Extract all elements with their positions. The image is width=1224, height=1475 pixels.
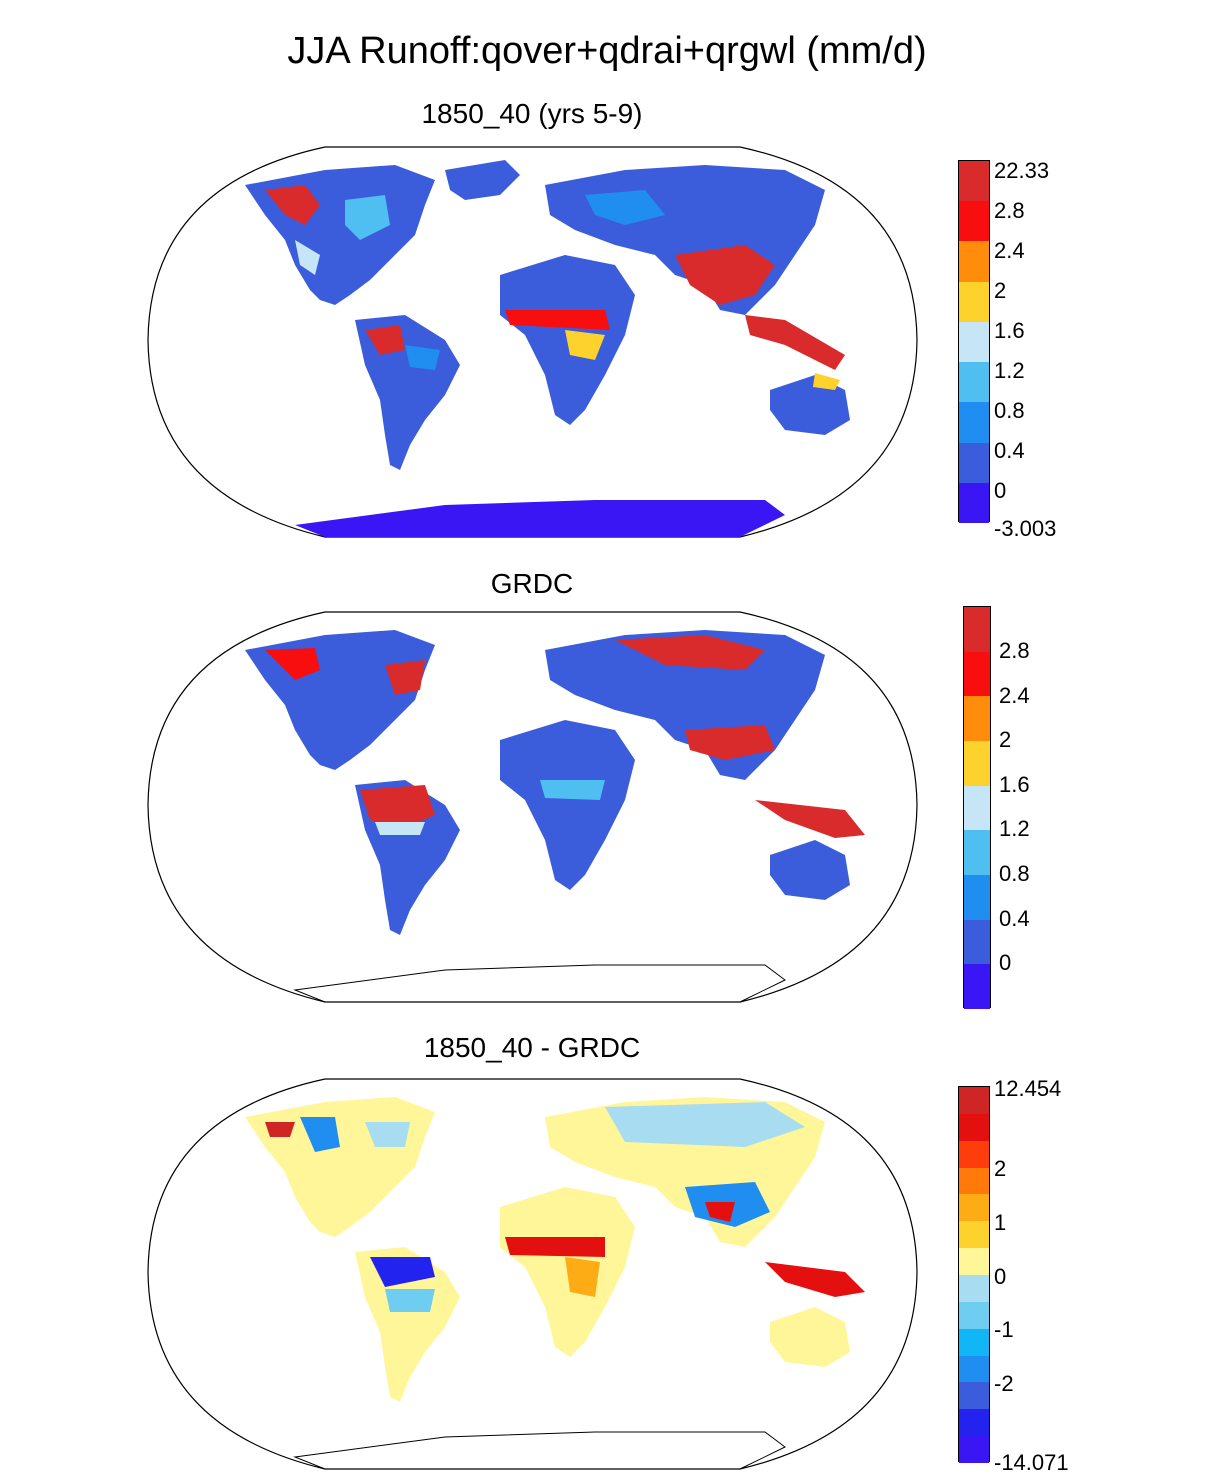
colorbar-tick-label: -1 xyxy=(994,1317,1014,1342)
colorbar-tick-label: 1 xyxy=(994,1210,1007,1235)
colorbar-segment xyxy=(964,741,990,786)
colorbar-segment xyxy=(959,1087,989,1114)
figure-title: JJA Runoff:qover+qdrai+qrgwl (mm/d) xyxy=(287,30,927,72)
colorbar-tick-label: 0.8 xyxy=(994,398,1025,423)
colorbar-tick-label: 2.8 xyxy=(999,638,1030,663)
colorbar-segment xyxy=(959,482,989,523)
continent-africa xyxy=(500,720,635,890)
map-panel-2 xyxy=(147,611,918,1003)
continent-south-america xyxy=(355,1247,460,1402)
colorbar-segment xyxy=(959,1113,989,1141)
colorbar-segment xyxy=(959,1301,989,1329)
colorbar-tick-label: 2.8 xyxy=(994,198,1025,223)
colorbar-segment xyxy=(959,1328,989,1356)
colorbar-tick-label: 0.4 xyxy=(999,906,1030,931)
panel-2-title: GRDC xyxy=(490,568,574,599)
map-panel-1 xyxy=(147,146,918,538)
colorbar-segment xyxy=(964,785,990,831)
colorbar-segment xyxy=(959,402,989,443)
colorbar-segment xyxy=(964,875,990,920)
colorbar-box xyxy=(958,160,990,523)
colorbar-tick-label: 2.4 xyxy=(999,683,1030,708)
colorbar-segment xyxy=(959,1194,989,1222)
colorbar-segment xyxy=(959,281,989,322)
colorbar-tick-label: 2 xyxy=(994,278,1007,303)
colorbar-segment xyxy=(959,1140,989,1168)
colorbar-tick-label: 0 xyxy=(999,950,1012,975)
colorbar-tick-label: 0 xyxy=(994,1264,1007,1289)
continent-australia xyxy=(770,840,850,900)
colorbar-tick-label: 2 xyxy=(999,727,1012,752)
colorbar-segment xyxy=(964,651,990,697)
colorbar-box xyxy=(958,1086,990,1463)
colorbar-segment xyxy=(959,321,989,363)
colorbar-segment xyxy=(959,362,989,403)
panel-3-title: 1850_40 - GRDC xyxy=(423,1032,641,1063)
colorbar-tick-label: 2 xyxy=(994,1156,1007,1181)
continent-antarctica xyxy=(293,964,786,1003)
colorbar-tick-label: 1.6 xyxy=(994,318,1025,343)
colorbar-segment xyxy=(959,241,989,282)
colorbar-tick-label: 0.8 xyxy=(999,861,1030,886)
colorbar-box xyxy=(963,606,991,1009)
colorbar-segment xyxy=(964,607,990,652)
panel-1-title: 1850_40 (yrs 5-9) xyxy=(421,98,643,129)
continent-antarctica xyxy=(293,1431,786,1470)
colorbar-segment xyxy=(959,201,989,242)
colorbar-tick-label: -14.071 xyxy=(994,1450,1069,1475)
colorbar-tick-label: 1.2 xyxy=(994,358,1025,383)
colorbar-tick-label: 2.4 xyxy=(994,238,1025,263)
colorbar-tick-label: 1.2 xyxy=(999,816,1030,841)
colorbar-tick-label: 1.6 xyxy=(999,772,1030,797)
colorbar-segment xyxy=(959,1382,989,1410)
colorbar-tick-label: 0 xyxy=(994,478,1007,503)
colorbar-tick-label: 0.4 xyxy=(994,438,1025,463)
colorbar-segment xyxy=(959,1275,989,1302)
continent-australia xyxy=(770,375,850,435)
colorbar-segment xyxy=(959,1248,989,1275)
colorbar-segment xyxy=(959,1221,989,1249)
map-panel-3 xyxy=(147,1078,918,1470)
colorbar-segment xyxy=(959,442,989,483)
colorbar-segment xyxy=(964,919,990,965)
colorbar-tick-label: -3.003 xyxy=(994,516,1057,541)
colorbar-tick-label: 12.454 xyxy=(994,1076,1062,1101)
colorbar-segment xyxy=(964,696,990,741)
colorbar-segment xyxy=(959,1409,989,1437)
colorbar-segment xyxy=(964,830,990,875)
continent-australia xyxy=(770,1307,850,1367)
colorbar-segment xyxy=(959,1167,989,1195)
colorbar-tick-label: 22.33 xyxy=(994,158,1050,183)
colorbar-segment xyxy=(959,161,989,202)
colorbar-tick-label: -2 xyxy=(994,1371,1014,1396)
continent-antarctica xyxy=(295,500,785,537)
colorbar-segment xyxy=(959,1355,989,1383)
colorbar-segment xyxy=(964,964,990,1009)
colorbar-segment xyxy=(959,1436,989,1463)
